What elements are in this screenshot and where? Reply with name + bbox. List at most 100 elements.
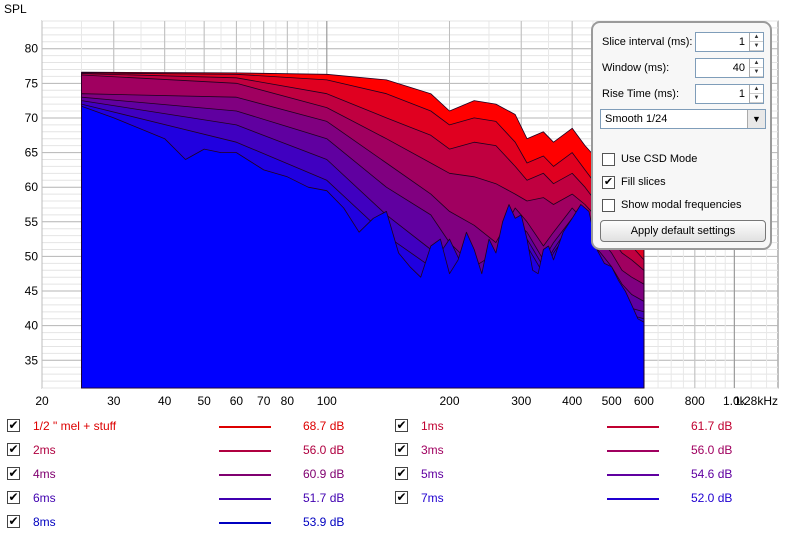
rise-time-label: Rise Time (ms):: [602, 88, 679, 100]
smoothing-value: Smooth 1/24: [605, 113, 668, 125]
x-tick-label: 1.0k: [723, 394, 747, 408]
x-tick-label: 400: [562, 394, 582, 408]
legend-item: ✔ 3ms 56.0 dB: [395, 440, 765, 460]
legend-db-value: 61.7 dB: [691, 419, 733, 433]
legend-checkbox[interactable]: ✔: [7, 490, 20, 504]
x-tick-label: 60: [230, 394, 244, 408]
window-spinner[interactable]: 40 ▲ ▼: [695, 58, 764, 78]
fill-slices-checkbox[interactable]: ✔: [602, 175, 615, 189]
y-tick-label: 65: [25, 146, 39, 160]
legend-line-swatch: [607, 426, 659, 428]
use-csd-option[interactable]: Use CSD Mode: [602, 150, 697, 168]
window-label: Window (ms):: [602, 62, 670, 74]
y-tick-label: 50: [25, 249, 39, 263]
legend-series-name: 4ms: [33, 467, 56, 481]
legend-db-value: 68.7 dB: [303, 419, 345, 433]
show-modal-checkbox[interactable]: [602, 198, 615, 212]
legend-line-swatch: [219, 450, 271, 452]
legend-series-name: 7ms: [421, 491, 444, 505]
legend-line-swatch: [607, 450, 659, 452]
spin-down-icon[interactable]: ▼: [750, 94, 763, 103]
y-tick-label: 80: [25, 42, 39, 56]
show-modal-option[interactable]: Show modal frequencies: [602, 196, 741, 214]
legend-checkbox[interactable]: ✔: [395, 490, 408, 504]
spin-up-icon[interactable]: ▲: [750, 59, 763, 68]
legend-item: ✔ 4ms 60.9 dB: [7, 464, 377, 484]
y-tick-label: 75: [25, 76, 39, 90]
x-tick-label: 200: [439, 394, 459, 408]
x-tick-label: 800: [685, 394, 705, 408]
spin-down-icon[interactable]: ▼: [750, 68, 763, 77]
window-row: Window (ms):: [602, 57, 669, 79]
settings-panel: Slice interval (ms): 1 ▲ ▼ Window (ms): 4…: [591, 21, 772, 250]
legend-checkbox[interactable]: ✔: [395, 418, 408, 432]
legend-db-value: 51.7 dB: [303, 491, 345, 505]
x-tick-label: 50: [197, 394, 211, 408]
legend-db-value: 52.0 dB: [691, 491, 733, 505]
y-tick-label: 35: [25, 353, 39, 367]
slice-interval-label: Slice interval (ms):: [602, 36, 693, 48]
legend-line-swatch: [607, 474, 659, 476]
legend-checkbox[interactable]: ✔: [7, 418, 20, 432]
legend-db-value: 54.6 dB: [691, 467, 733, 481]
legend-series-name: 5ms: [421, 467, 444, 481]
legend-db-value: 56.0 dB: [303, 443, 345, 457]
rise-time-value[interactable]: 1: [738, 88, 745, 100]
rise-time-spinner[interactable]: 1 ▲ ▼: [695, 84, 764, 104]
legend-item: ✔ 7ms 52.0 dB: [395, 488, 765, 508]
spin-up-icon[interactable]: ▲: [750, 33, 763, 42]
legend-series-name: 1ms: [421, 419, 444, 433]
y-tick-label: 45: [25, 284, 39, 298]
x-tick-label: 40: [158, 394, 172, 408]
legend-checkbox[interactable]: ✔: [7, 466, 20, 480]
smoothing-select[interactable]: Smooth 1/24 ▼: [600, 109, 766, 129]
legend-item: ✔ 1/2 " mel + stuff 68.7 dB: [7, 416, 377, 436]
x-tick-label: 100: [317, 394, 337, 408]
slice-area-9: [81, 105, 645, 389]
legend-checkbox[interactable]: ✔: [7, 442, 20, 456]
y-axis-label: SPL: [4, 2, 27, 16]
legend-line-swatch: [219, 474, 271, 476]
use-csd-label: Use CSD Mode: [621, 153, 698, 165]
slice-interval-spinner[interactable]: 1 ▲ ▼: [695, 32, 764, 52]
y-tick-label: 60: [25, 180, 39, 194]
fill-slices-option[interactable]: ✔ Fill slices: [602, 173, 666, 191]
show-modal-label: Show modal frequencies: [621, 199, 742, 211]
legend-series-name: 3ms: [421, 443, 444, 457]
legend-item: ✔ 5ms 54.6 dB: [395, 464, 765, 484]
legend-series-name: 8ms: [33, 515, 56, 529]
x-tick-label: 70: [257, 394, 271, 408]
legend-db-value: 53.9 dB: [303, 515, 345, 529]
waterfall-chart: SPL 35 40 45 50 55 60 65 70 75 80 20 30 40 50 60 70 80 10…: [4, 2, 779, 408]
legend-series-name: 2ms: [33, 443, 56, 457]
legend-item: ✔ 1ms 61.7 dB: [395, 416, 765, 436]
window-value[interactable]: 40: [732, 62, 745, 74]
legend-line-swatch: [219, 426, 271, 428]
legend-checkbox[interactable]: ✔: [395, 466, 408, 480]
x-tick-label: 500: [602, 394, 622, 408]
legend-series-name: 6ms: [33, 491, 56, 505]
legend-db-value: 60.9 dB: [303, 467, 345, 481]
x-tick-label: 600: [634, 394, 654, 408]
slice-interval-value[interactable]: 1: [738, 36, 745, 48]
x-tick-label: 30: [107, 394, 121, 408]
legend-checkbox[interactable]: ✔: [395, 442, 408, 456]
legend-line-swatch: [219, 498, 271, 500]
spin-up-icon[interactable]: ▲: [750, 85, 763, 94]
y-tick-label: 40: [25, 319, 39, 333]
legend-line-swatch: [607, 498, 659, 500]
legend-item: ✔ 6ms 51.7 dB: [7, 488, 377, 508]
x-tick-label: 300: [511, 394, 531, 408]
x-tick-label: 20: [35, 394, 49, 408]
y-tick-label: 70: [25, 111, 39, 125]
chevron-down-icon[interactable]: ▼: [747, 110, 765, 128]
legend-checkbox[interactable]: ✔: [7, 514, 20, 528]
use-csd-checkbox[interactable]: [602, 152, 615, 166]
fill-slices-label: Fill slices: [621, 176, 666, 188]
apply-default-settings-button[interactable]: Apply default settings: [600, 220, 766, 242]
spin-down-icon[interactable]: ▼: [750, 42, 763, 51]
y-tick-label: 55: [25, 215, 39, 229]
legend-line-swatch: [219, 522, 271, 524]
legend-series-name: 1/2 " mel + stuff: [33, 419, 117, 433]
x-tick-label: 1.28kHz: [734, 394, 778, 408]
